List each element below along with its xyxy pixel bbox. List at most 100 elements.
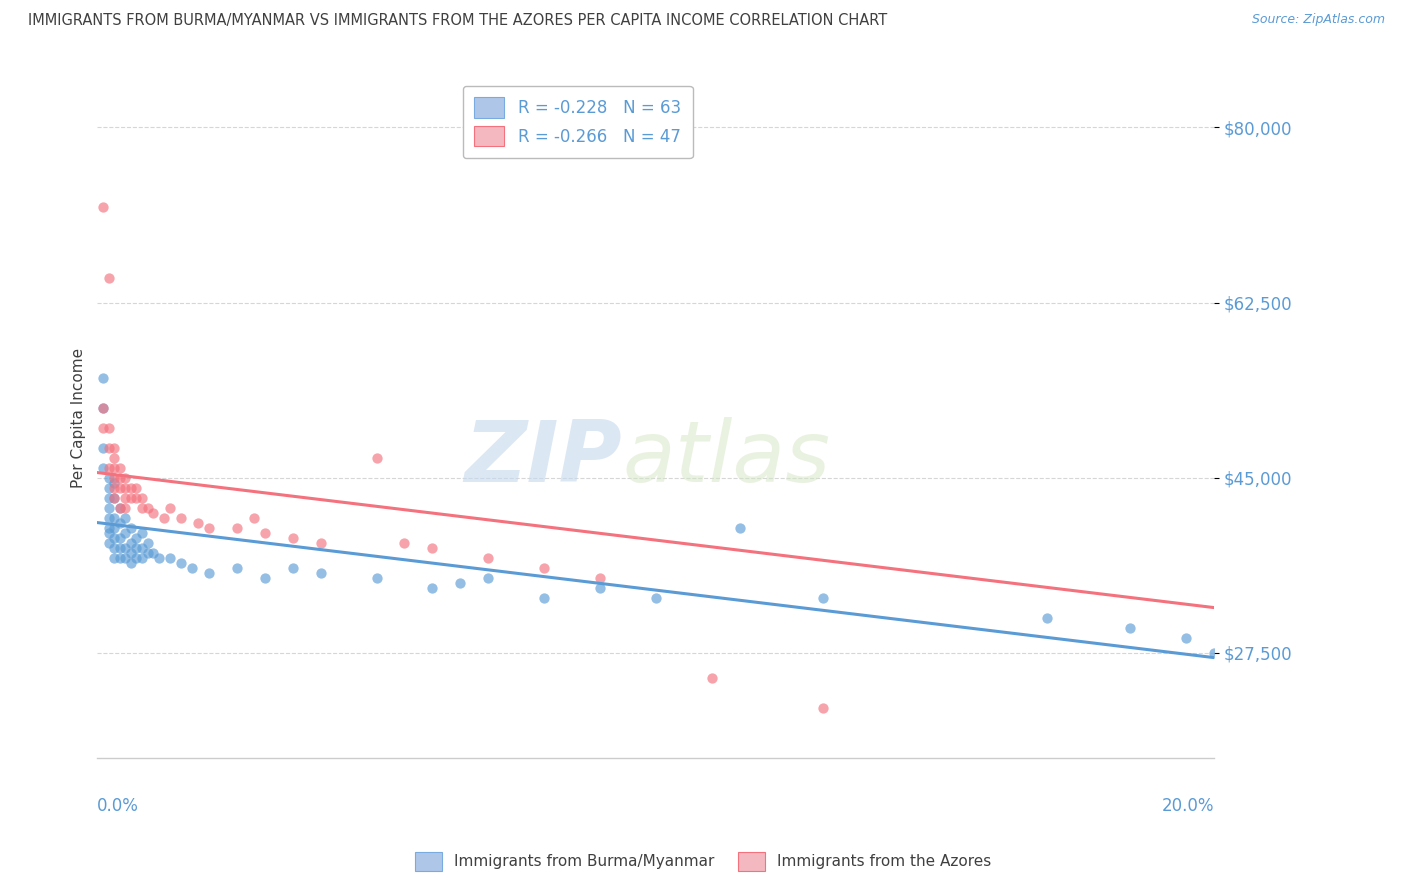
Point	[136, 500, 159, 515]
Point	[589, 571, 612, 585]
Point	[103, 510, 125, 524]
Point	[1035, 610, 1057, 624]
Point	[103, 460, 125, 475]
Text: Source: ZipAtlas.com: Source: ZipAtlas.com	[1251, 13, 1385, 27]
Point	[366, 450, 388, 465]
Point	[120, 546, 142, 560]
Text: 0.0%: 0.0%	[97, 797, 139, 814]
Point	[226, 520, 249, 534]
Point	[125, 491, 148, 505]
Point	[125, 481, 148, 495]
Point	[103, 470, 125, 484]
Point	[108, 541, 131, 555]
Point	[198, 520, 221, 534]
Point	[394, 535, 416, 549]
Point	[103, 541, 125, 555]
Point	[103, 491, 125, 505]
Point	[108, 531, 131, 545]
Point	[253, 571, 276, 585]
Point	[97, 520, 120, 534]
Point	[644, 591, 666, 605]
Point	[153, 510, 176, 524]
Point	[97, 470, 120, 484]
Point	[103, 491, 125, 505]
Point	[366, 571, 388, 585]
Point	[114, 470, 136, 484]
Point	[449, 575, 471, 590]
Point	[108, 500, 131, 515]
Point	[142, 506, 165, 520]
Point	[242, 510, 264, 524]
Point	[813, 700, 835, 714]
Point	[120, 481, 142, 495]
Point	[589, 581, 612, 595]
Point	[103, 550, 125, 565]
Point	[103, 481, 125, 495]
Point	[131, 525, 153, 540]
Point	[114, 525, 136, 540]
Point	[108, 516, 131, 530]
Point	[136, 546, 159, 560]
Point	[91, 420, 114, 434]
Text: ZIP: ZIP	[464, 417, 623, 500]
Point	[533, 560, 555, 574]
Point	[187, 516, 209, 530]
Point	[97, 525, 120, 540]
Point	[103, 531, 125, 545]
Point	[120, 535, 142, 549]
Point	[159, 550, 181, 565]
Point	[813, 591, 835, 605]
Point	[114, 510, 136, 524]
Point	[477, 550, 499, 565]
Point	[103, 441, 125, 455]
Point	[281, 531, 304, 545]
Point	[114, 541, 136, 555]
Point	[1204, 646, 1226, 660]
Point	[108, 550, 131, 565]
Point	[170, 556, 193, 570]
Point	[108, 481, 131, 495]
Point	[97, 481, 120, 495]
Point	[1119, 621, 1142, 635]
Point	[114, 491, 136, 505]
Point	[170, 510, 193, 524]
Point	[103, 475, 125, 490]
Point	[131, 491, 153, 505]
Point	[108, 460, 131, 475]
Point	[97, 510, 120, 524]
Point	[422, 541, 444, 555]
Point	[114, 481, 136, 495]
Point	[91, 201, 114, 215]
Text: IMMIGRANTS FROM BURMA/MYANMAR VS IMMIGRANTS FROM THE AZORES PER CAPITA INCOME CO: IMMIGRANTS FROM BURMA/MYANMAR VS IMMIGRA…	[28, 13, 887, 29]
Text: 20.0%: 20.0%	[1161, 797, 1215, 814]
Point	[136, 535, 159, 549]
Point	[97, 441, 120, 455]
Point	[91, 370, 114, 384]
Y-axis label: Per Capita Income: Per Capita Income	[72, 348, 86, 488]
Point	[97, 420, 120, 434]
Point	[120, 491, 142, 505]
Point	[198, 566, 221, 580]
Point	[148, 550, 170, 565]
Point	[700, 671, 723, 685]
Point	[253, 525, 276, 540]
Point	[422, 581, 444, 595]
Point	[125, 550, 148, 565]
Point	[181, 560, 204, 574]
Point	[477, 571, 499, 585]
Point	[91, 441, 114, 455]
Point	[97, 270, 120, 285]
Point	[131, 550, 153, 565]
Point	[91, 460, 114, 475]
Point	[125, 541, 148, 555]
Point	[533, 591, 555, 605]
Point	[159, 500, 181, 515]
Point	[97, 460, 120, 475]
Legend: R = -0.228   N = 63, R = -0.266   N = 47: R = -0.228 N = 63, R = -0.266 N = 47	[463, 86, 693, 158]
Point	[125, 531, 148, 545]
Point	[103, 450, 125, 465]
Point	[728, 520, 751, 534]
Legend: Immigrants from Burma/Myanmar, Immigrants from the Azores: Immigrants from Burma/Myanmar, Immigrant…	[405, 843, 1001, 880]
Point	[114, 550, 136, 565]
Point	[91, 401, 114, 415]
